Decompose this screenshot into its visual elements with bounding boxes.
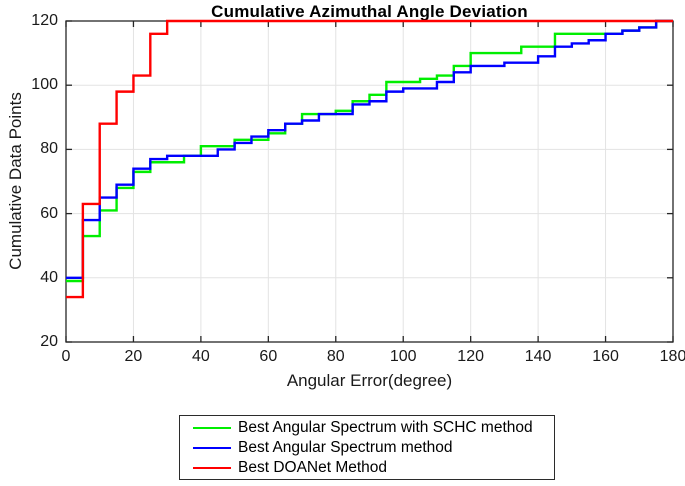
legend-label: Best Angular Spectrum method [238, 438, 453, 456]
y-tick-label: 80 [40, 140, 58, 158]
series-line [66, 19, 673, 283]
x-tick-label: 160 [592, 348, 619, 365]
legend-line-sample [193, 466, 231, 469]
legend: Best Angular Spectrum with SCHC method Be… [179, 415, 555, 480]
x-tick-label: 80 [326, 348, 345, 365]
plot-area [65, 19, 674, 343]
x-tick-label: 40 [191, 348, 210, 365]
legend-label: Best Angular Spectrum with SCHC method [238, 418, 533, 436]
y-axis-label: Cumulative Data Points [6, 92, 25, 270]
y-tick-label: 100 [31, 76, 58, 94]
legend-label: Best DOANet Method [238, 458, 388, 476]
y-tick-label: 20 [40, 333, 58, 350]
y-tick-label: 120 [31, 12, 58, 29]
x-tick-label: 100 [389, 348, 417, 365]
series-line [66, 19, 673, 279]
x-axis-label: Angular Error(degree) [286, 371, 453, 390]
legend-item: Best Angular Spectrum with SCHC method [180, 418, 554, 438]
legend-line-sample [193, 446, 231, 449]
x-tick-label: 180 [659, 348, 685, 365]
legend-item: Best DOANet Method [180, 458, 554, 478]
legend-line-sample [193, 426, 231, 429]
series-line [66, 19, 673, 299]
legend-item: Best Angular Spectrum method [180, 438, 554, 458]
x-tick-label: 140 [524, 348, 552, 365]
x-tick-label: 0 [61, 348, 71, 365]
chart-title: Cumulative Azimuthal Angle Deviation [211, 2, 528, 21]
x-tick-label: 20 [124, 348, 143, 365]
x-tick-label: 60 [259, 348, 278, 365]
axes-box [65, 20, 674, 343]
y-tick-label: 60 [40, 204, 58, 222]
y-tick-label: 40 [40, 268, 58, 286]
x-tick-label: 120 [457, 348, 484, 365]
